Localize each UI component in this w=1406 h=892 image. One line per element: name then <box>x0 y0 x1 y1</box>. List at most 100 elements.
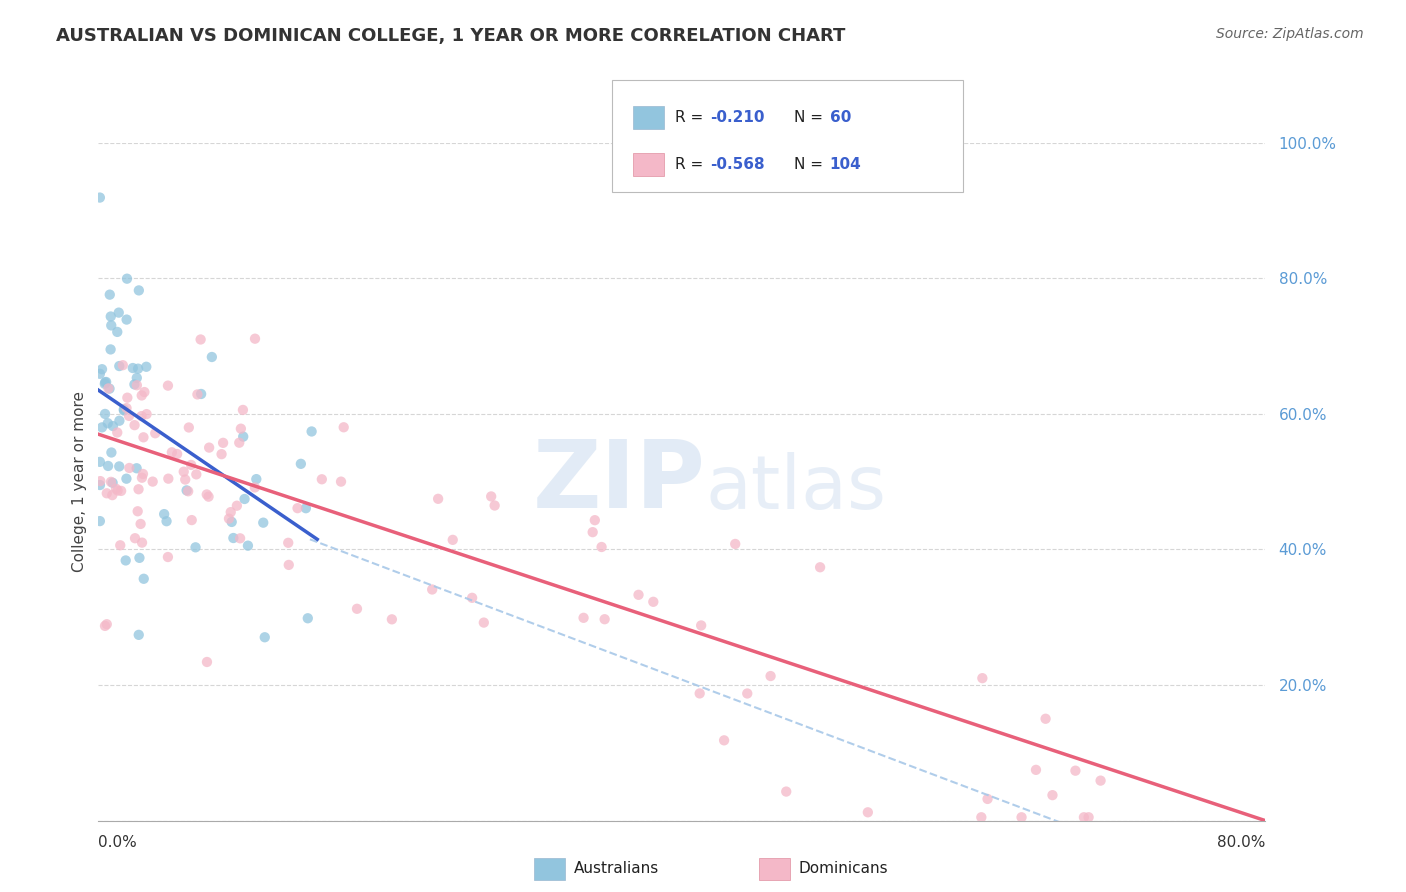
Point <box>117 391 139 405</box>
Point <box>104 482 127 496</box>
Point <box>427 491 450 506</box>
Point <box>198 441 221 455</box>
Point <box>156 378 179 392</box>
Point <box>98 382 121 396</box>
Point <box>346 602 368 616</box>
Point <box>277 536 299 550</box>
Point <box>118 409 141 423</box>
Point <box>808 560 831 574</box>
Point <box>219 505 242 519</box>
Point <box>381 612 404 626</box>
Text: atlas: atlas <box>706 452 886 525</box>
Point <box>105 425 128 440</box>
Text: N =: N = <box>794 110 828 125</box>
Point <box>218 511 240 525</box>
Point <box>1025 763 1047 777</box>
Point <box>572 611 595 625</box>
Point <box>94 376 117 391</box>
Point <box>232 403 254 417</box>
Point <box>110 538 132 552</box>
Point <box>479 490 502 504</box>
Point <box>174 473 197 487</box>
Point <box>101 419 124 434</box>
Point <box>115 271 138 285</box>
Point <box>97 458 120 473</box>
Text: AUSTRALIAN VS DOMINICAN COLLEGE, 1 YEAR OR MORE CORRELATION CHART: AUSTRALIAN VS DOMINICAN COLLEGE, 1 YEAR … <box>56 27 845 45</box>
Point <box>101 475 124 490</box>
Point <box>176 483 198 498</box>
Point <box>972 671 994 685</box>
Point <box>166 447 188 461</box>
Point <box>627 588 650 602</box>
Point <box>233 491 256 506</box>
Point <box>186 387 208 401</box>
Point <box>472 615 495 630</box>
Point <box>186 467 208 482</box>
Point <box>112 403 135 417</box>
Point <box>643 595 665 609</box>
Point <box>115 472 138 486</box>
Point <box>115 401 138 415</box>
Point <box>157 472 180 486</box>
Point <box>101 488 124 502</box>
Point <box>190 333 212 347</box>
Point <box>290 457 312 471</box>
Point <box>759 669 782 683</box>
Point <box>156 549 179 564</box>
Point <box>229 422 252 436</box>
Point <box>89 474 111 488</box>
Point <box>180 513 202 527</box>
Point <box>301 425 323 439</box>
Point <box>118 461 141 475</box>
Point <box>287 501 309 516</box>
Point <box>190 387 212 401</box>
Point <box>252 516 274 530</box>
Text: 104: 104 <box>830 157 862 172</box>
Point <box>89 190 111 204</box>
Point <box>135 407 157 421</box>
Point <box>236 539 259 553</box>
Point <box>689 686 711 700</box>
Point <box>461 591 484 605</box>
Point <box>195 487 218 501</box>
Text: -0.210: -0.210 <box>710 110 765 125</box>
Point <box>115 312 138 326</box>
Text: N =: N = <box>794 157 828 172</box>
Point <box>228 435 250 450</box>
Point <box>100 343 122 357</box>
Point <box>441 533 464 547</box>
Point <box>484 499 506 513</box>
Point <box>583 513 606 527</box>
Text: -0.568: -0.568 <box>710 157 765 172</box>
Text: 80.0%: 80.0% <box>1218 836 1265 850</box>
Text: Dominicans: Dominicans <box>799 862 889 876</box>
Text: R =: R = <box>675 110 709 125</box>
Point <box>125 461 148 475</box>
Point <box>212 435 235 450</box>
Point <box>1077 810 1099 824</box>
Point <box>155 514 177 528</box>
Point <box>143 426 166 441</box>
Point <box>94 407 117 421</box>
Point <box>97 416 120 430</box>
Point <box>94 619 117 633</box>
Point <box>100 475 122 489</box>
Point <box>124 377 146 392</box>
Point <box>177 484 200 499</box>
Point <box>724 537 747 551</box>
Point <box>96 617 118 632</box>
Point <box>245 472 267 486</box>
Point <box>97 381 120 395</box>
Point <box>89 455 111 469</box>
Point <box>128 482 150 496</box>
Point <box>195 655 218 669</box>
Point <box>160 445 183 459</box>
Point <box>197 490 219 504</box>
Point <box>91 420 114 434</box>
Point <box>132 467 155 481</box>
Point <box>1011 810 1033 824</box>
Point <box>89 478 111 492</box>
Y-axis label: College, 1 year or more: College, 1 year or more <box>72 392 87 572</box>
Point <box>253 630 276 644</box>
Text: Source: ZipAtlas.com: Source: ZipAtlas.com <box>1216 27 1364 41</box>
